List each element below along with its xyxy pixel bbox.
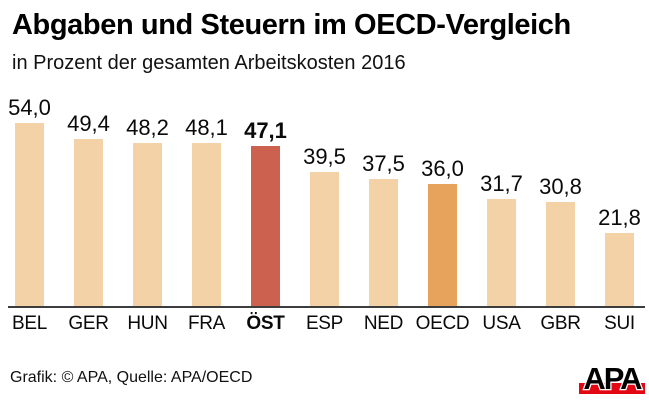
bar-value-label: 48,1 (185, 115, 228, 140)
bar (428, 184, 457, 307)
bar (74, 139, 103, 307)
bar-column-ÖST: 47,1 (236, 120, 295, 307)
x-axis-labels: BEL GER HUN FRA ÖST ESP NED OECD USA GBR SUI (0, 313, 649, 335)
bar (546, 202, 575, 307)
bar-column-ESP: 39,5 (295, 146, 354, 307)
bar-value-label: 30,8 (539, 174, 582, 199)
chart-subtitle: in Prozent der gesamten Arbeitskosten 20… (12, 52, 406, 74)
bar-value-label: 49,4 (67, 111, 110, 136)
bar-chart-plot-area: 54,0 49,4 48,2 48,1 47,1 39,5 37,5 36,0 … (0, 87, 649, 307)
bar-value-label: 31,7 (480, 171, 523, 196)
x-tick-label-NED: NED (363, 313, 404, 334)
bar (487, 199, 516, 307)
apa-logo-red-bar (579, 383, 645, 394)
bar (310, 172, 339, 307)
apa-logo: APA (579, 360, 645, 397)
x-tick-label-ÖST: ÖST (246, 313, 285, 334)
bar (133, 143, 162, 307)
bar (15, 123, 44, 307)
x-tick-label-HUN: HUN (127, 313, 168, 334)
x-tick-label-BEL: BEL (11, 313, 47, 334)
bar-column-GBR: 30,8 (531, 176, 590, 307)
x-axis-baseline (8, 306, 645, 308)
credit-line: Grafik: © APA, Quelle: APA/OECD (10, 369, 253, 386)
bar (605, 233, 634, 307)
bar (369, 179, 398, 307)
x-tick-label-ESP: ESP (305, 313, 344, 334)
x-tick-label-GBR: GBR (540, 313, 581, 334)
bar-column-SUI: 21,8 (590, 207, 649, 307)
bar-value-label: 47,1 (244, 118, 287, 143)
bar-column-NED: 37,5 (354, 153, 413, 307)
bar-value-label: 37,5 (362, 151, 405, 176)
bar-column-FRA: 48,1 (177, 117, 236, 307)
x-tick-label-SUI: SUI (604, 313, 635, 334)
bar-column-OECD: 36,0 (413, 158, 472, 307)
x-tick-label-USA: USA (482, 313, 521, 334)
bar-value-label: 36,0 (421, 156, 464, 181)
apa-logo-text: APA (583, 361, 642, 396)
x-tick-label-OECD: OECD (415, 313, 470, 334)
bar-value-label: 39,5 (303, 144, 346, 169)
x-tick-label-FRA: FRA (187, 313, 226, 334)
x-tick-label-GER: GER (68, 313, 109, 334)
bar-value-label: 54,0 (8, 95, 51, 120)
bar-value-label: 48,2 (126, 115, 169, 140)
bar (192, 143, 221, 307)
bar-column-HUN: 48,2 (118, 117, 177, 307)
bar-column-GER: 49,4 (59, 113, 118, 307)
bar-column-USA: 31,7 (472, 173, 531, 307)
bar-value-label: 21,8 (598, 205, 641, 230)
bar (251, 146, 280, 307)
chart-title: Abgaben und Steuern im OECD-Vergleich (12, 9, 571, 41)
bar-column-BEL: 54,0 (0, 97, 59, 307)
